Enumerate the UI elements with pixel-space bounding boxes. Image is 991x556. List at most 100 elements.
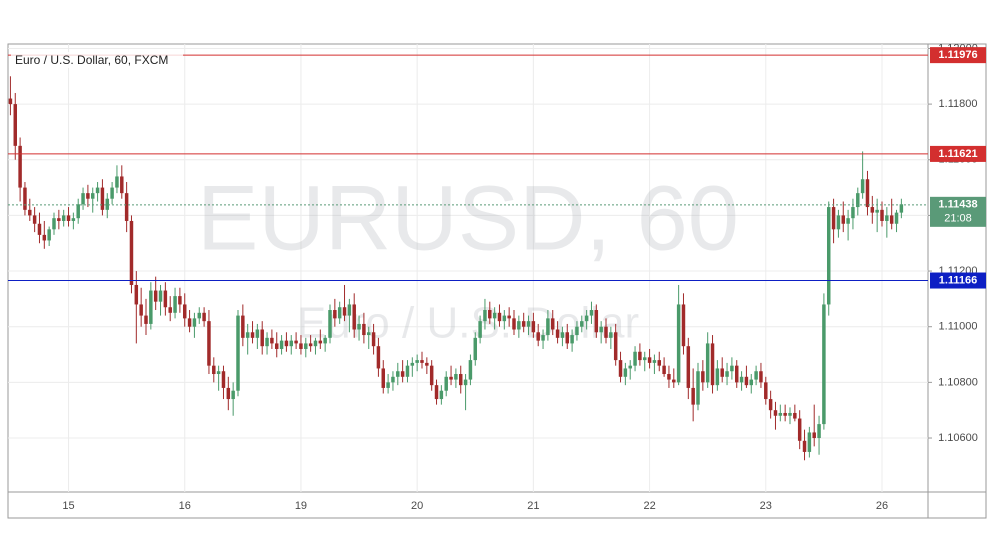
- candle-body: [371, 332, 376, 347]
- candle-body: [47, 229, 51, 241]
- candle-body: [28, 209, 32, 216]
- x-tick-label: 20: [411, 500, 423, 512]
- candle-body: [546, 318, 550, 336]
- candle-body: [851, 207, 855, 219]
- candle-body: [308, 343, 313, 347]
- candle-body: [439, 390, 444, 400]
- y-tick-label: 1.10800: [938, 376, 978, 388]
- candle-body: [691, 387, 695, 405]
- candle-body: [797, 418, 802, 441]
- candle-body: [536, 332, 540, 341]
- candle-body: [647, 357, 652, 363]
- candle-body: [865, 179, 870, 208]
- candle-body: [681, 304, 686, 347]
- candle-body: [652, 360, 657, 363]
- candle-body: [841, 215, 846, 224]
- candle-body: [212, 365, 216, 375]
- candle-body: [120, 176, 124, 194]
- candle-body: [788, 412, 792, 416]
- candle-body: [32, 215, 37, 224]
- candle-body: [187, 318, 192, 327]
- candle-body: [158, 290, 163, 302]
- candle-body: [570, 335, 574, 344]
- candle-body: [541, 335, 545, 341]
- candle-body: [701, 371, 705, 383]
- candle-body: [454, 374, 458, 380]
- candle-body: [725, 371, 729, 377]
- candle-body: [696, 371, 700, 405]
- candle-body: [468, 360, 473, 380]
- candle-body: [192, 318, 197, 327]
- level-label: 1.11621: [938, 148, 977, 160]
- candle-body: [226, 387, 231, 400]
- candle-body: [134, 284, 139, 305]
- candle-body: [173, 296, 177, 313]
- candle-body: [589, 310, 594, 316]
- candle-body: [90, 193, 95, 199]
- title-bg: [11, 52, 183, 68]
- candle-body: [613, 332, 618, 361]
- candle-body: [599, 326, 603, 333]
- candle-body: [284, 340, 289, 347]
- candle-body: [846, 218, 850, 224]
- candle-body: [18, 145, 22, 188]
- candle-body: [463, 379, 468, 386]
- candle-body: [265, 337, 269, 347]
- candle-body: [231, 390, 235, 400]
- candle-body: [207, 321, 211, 366]
- candle-body: [773, 410, 778, 416]
- candle-body: [304, 343, 308, 349]
- candle-body: [899, 204, 904, 213]
- candle-body: [633, 351, 637, 366]
- candle-body: [279, 340, 284, 349]
- candle-body: [870, 207, 875, 213]
- level-label: 1.11166: [939, 274, 978, 286]
- candle-body: [236, 315, 240, 391]
- candle-body: [686, 346, 691, 388]
- last-price-label: 1.11438: [938, 199, 977, 211]
- candle-body: [744, 376, 749, 386]
- candle-body: [483, 310, 487, 322]
- candle-body: [875, 209, 879, 213]
- candle-body: [57, 218, 61, 221]
- candle-body: [216, 371, 221, 375]
- candle-body: [241, 315, 245, 338]
- candle-body: [594, 310, 599, 333]
- candle-body: [734, 365, 739, 383]
- candle-body: [366, 332, 371, 336]
- candle-body: [512, 318, 516, 330]
- candle-body: [396, 371, 400, 377]
- candle-body: [488, 310, 492, 319]
- candle-body: [318, 340, 323, 344]
- candle-body: [517, 321, 521, 330]
- candle-body: [323, 337, 327, 344]
- candle-body: [182, 304, 187, 319]
- candle-body: [521, 321, 526, 327]
- candle-body: [550, 318, 555, 330]
- candle-body: [812, 432, 816, 439]
- candle-body: [386, 382, 390, 388]
- candle-body: [100, 187, 105, 210]
- candle-body: [759, 371, 763, 383]
- candle-body: [817, 424, 821, 439]
- level-label-bg: [930, 145, 986, 162]
- candle-body: [720, 368, 724, 377]
- candle-body: [105, 198, 110, 210]
- candle-body: [623, 368, 628, 377]
- candle-body: [526, 321, 531, 327]
- candle-body: [749, 379, 754, 386]
- last-price-bg: [930, 196, 986, 227]
- candle-body: [507, 315, 511, 319]
- y-tick-label: 1.11000: [939, 321, 978, 333]
- candle-body: [429, 365, 434, 386]
- candle-body: [609, 332, 613, 338]
- candle-body: [76, 204, 80, 219]
- candle-body: [333, 310, 337, 319]
- y-tick-label: 1.11800: [939, 98, 978, 110]
- x-tick-label: 23: [760, 500, 772, 512]
- candle-body: [415, 360, 419, 363]
- candle-body: [764, 382, 768, 400]
- candle-body: [497, 312, 502, 322]
- candle-body: [444, 376, 448, 391]
